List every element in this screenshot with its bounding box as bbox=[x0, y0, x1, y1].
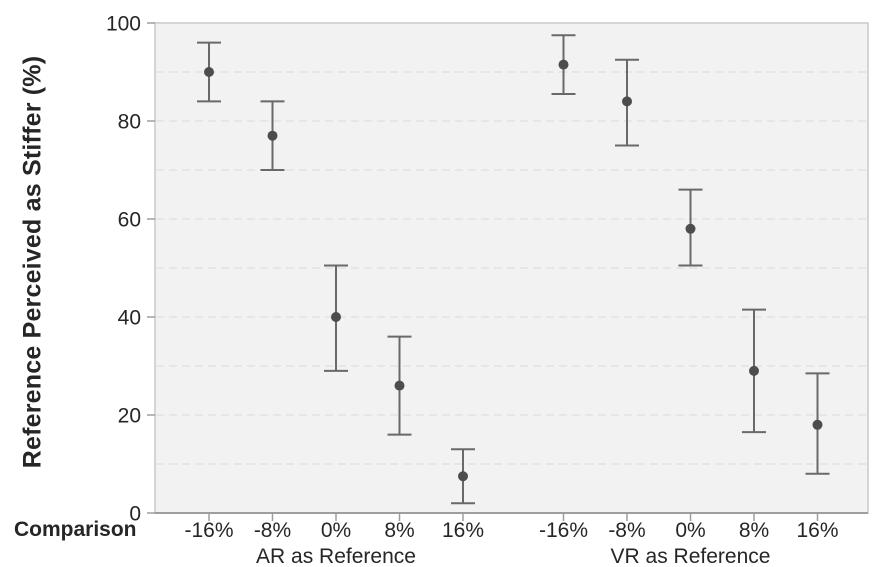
x-tick-label: 8% bbox=[384, 519, 414, 542]
data-point bbox=[267, 130, 278, 141]
data-point bbox=[558, 59, 569, 70]
x-tick-label: -8% bbox=[608, 519, 645, 542]
x-tick-label: -16% bbox=[539, 519, 588, 542]
data-point bbox=[749, 365, 759, 376]
x-tick-label: 8% bbox=[739, 519, 769, 542]
data-point bbox=[685, 223, 696, 234]
x-tick-label: -8% bbox=[254, 519, 291, 542]
y-tick-label: 40 bbox=[118, 307, 141, 330]
y-tick-label: 0 bbox=[129, 503, 141, 526]
x-tick-label: 0% bbox=[321, 519, 351, 542]
data-point bbox=[622, 96, 632, 107]
group-label: AR as Reference bbox=[256, 545, 416, 567]
data-point bbox=[204, 67, 214, 77]
y-tick-label: 100 bbox=[106, 13, 141, 36]
x-tick-label: 0% bbox=[675, 519, 705, 542]
y-tick-label: 60 bbox=[118, 209, 141, 232]
x-tick-label: -16% bbox=[184, 519, 233, 542]
data-point bbox=[331, 312, 341, 322]
group-label: VR as Reference bbox=[611, 545, 771, 567]
data-point bbox=[812, 419, 823, 430]
y-tick-label: 20 bbox=[118, 405, 141, 428]
data-point bbox=[458, 471, 468, 482]
x-tick-label: 16% bbox=[796, 519, 838, 542]
x-tick-label: 16% bbox=[442, 519, 484, 542]
x-axis-row-label: Comparison bbox=[14, 518, 137, 541]
y-tick-label: 80 bbox=[118, 111, 141, 134]
data-point bbox=[394, 380, 405, 391]
